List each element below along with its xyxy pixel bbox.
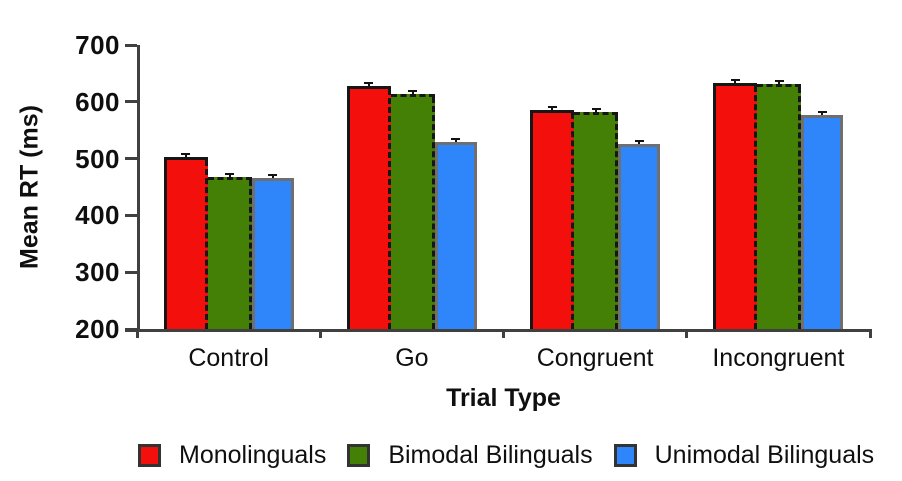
error-bar-stem xyxy=(778,81,781,85)
error-bar-stem xyxy=(228,174,231,178)
bar-outline-dashed xyxy=(571,112,574,329)
error-bar-cap xyxy=(547,105,557,108)
legend-item-unimodal-bilinguals: Unimodal Bilinguals xyxy=(613,441,875,470)
error-bar-cap xyxy=(364,82,374,85)
error-bar-stem xyxy=(271,174,274,178)
y-tick-label: 300 xyxy=(75,257,120,288)
bar-outline-left xyxy=(530,109,533,329)
bar-outline-dashed xyxy=(248,180,252,329)
y-tick-mark xyxy=(125,213,137,217)
error-bar-stem xyxy=(411,91,414,95)
bar-outline-dashed xyxy=(387,89,391,329)
y-tick-label: 700 xyxy=(75,30,120,60)
error-bar-stem xyxy=(454,138,457,142)
error-bar-stem xyxy=(551,106,553,110)
bar-outline-dashed-top xyxy=(757,84,802,88)
bar-outline-left xyxy=(713,83,717,329)
error-bar-cap xyxy=(634,140,644,143)
x-category-label: Go xyxy=(395,344,429,372)
y-tick-label: 200 xyxy=(75,314,120,344)
error-bar-cap xyxy=(408,90,418,93)
x-category-label: Congruent xyxy=(536,344,654,372)
bar-unimodal-bilinguals xyxy=(801,114,844,331)
x-tick-mark xyxy=(868,329,872,338)
legend-swatch-monolinguals xyxy=(138,444,161,467)
x-tick-mark xyxy=(502,329,505,338)
error-bar-cap xyxy=(181,152,190,155)
bar-outline-top xyxy=(346,86,391,90)
x-axis-title: Trial Type xyxy=(446,384,561,412)
error-bar-cap xyxy=(591,108,601,111)
legend-item-monolinguals: Monolinguals xyxy=(138,441,326,470)
y-tick-label: 400 xyxy=(75,200,120,231)
error-bar-cap xyxy=(268,173,277,176)
legend-label-monolinguals: Monolinguals xyxy=(179,441,327,469)
bar-outline-dashed xyxy=(754,86,758,329)
error-bar-stem xyxy=(734,80,737,84)
y-tick-label: 600 xyxy=(75,86,120,117)
bar-monolinguals xyxy=(530,109,574,331)
x-axis-line xyxy=(125,329,870,332)
y-tick-mark xyxy=(125,43,137,47)
bar-outline-dashed xyxy=(615,115,618,329)
bar-outline-top xyxy=(163,156,208,160)
legend-label-bimodal-bilinguals: Bimodal Bilinguals xyxy=(388,441,593,469)
error-bar-cap xyxy=(730,79,740,82)
bar-monolinguals xyxy=(163,156,208,331)
bar-outline-left xyxy=(346,86,350,329)
legend-item-bimodal-bilinguals: Bimodal Bilinguals xyxy=(347,441,593,470)
bar-bimodal-bilinguals xyxy=(390,94,435,331)
error-bar-cap xyxy=(817,110,827,113)
legend-swatch-unimodal-bilinguals xyxy=(613,444,637,467)
bar-monolinguals xyxy=(713,83,758,331)
bar-monolinguals xyxy=(346,86,391,331)
error-bar-stem xyxy=(821,111,824,115)
bar-bimodal-bilinguals xyxy=(757,84,802,331)
bar-unimodal-bilinguals xyxy=(434,141,477,331)
bar-unimodal-bilinguals xyxy=(251,177,294,331)
y-tick-mark xyxy=(125,270,137,274)
bar-outline-left xyxy=(163,156,167,329)
y-tick-mark xyxy=(125,157,137,161)
bar-bimodal-bilinguals xyxy=(574,112,618,331)
y-axis-line xyxy=(137,45,140,332)
error-bar-cap xyxy=(451,137,461,140)
x-category-label: Incongruent xyxy=(712,344,845,372)
x-tick-mark xyxy=(318,329,322,338)
bar-unimodal-bilinguals xyxy=(618,144,660,331)
bar-outline-dashed xyxy=(204,159,208,329)
error-bar-stem xyxy=(595,109,597,113)
bar-outline-top xyxy=(713,83,758,87)
error-bar-stem xyxy=(184,153,187,157)
legend-swatch-bimodal-bilinguals xyxy=(347,444,371,467)
bar-bimodal-bilinguals xyxy=(207,177,252,331)
y-tick-mark xyxy=(125,327,137,331)
x-tick-mark xyxy=(135,329,139,338)
error-bar-stem xyxy=(638,141,640,145)
bar-outline-dashed-top xyxy=(390,94,435,98)
bar-outline-dashed xyxy=(798,87,802,329)
error-bar-stem xyxy=(367,83,370,87)
y-tick-mark xyxy=(125,100,137,104)
bar-outline-top xyxy=(530,109,574,113)
x-category-label: Control xyxy=(188,344,269,372)
y-tick-label: 500 xyxy=(75,143,120,174)
y-axis-title: Mean RT (ms) xyxy=(15,105,44,269)
x-tick-mark xyxy=(685,329,689,338)
bar-outline-dashed-top xyxy=(574,112,618,116)
error-bar-cap xyxy=(774,80,784,83)
legend-label-unimodal-bilinguals: Unimodal Bilinguals xyxy=(654,441,875,469)
chart-legend: Monolinguals Bimodal Bilinguals Unimodal… xyxy=(138,441,895,470)
error-bar-cap xyxy=(225,173,234,176)
bar-outline-dashed xyxy=(431,97,435,329)
bar-outline-dashed-top xyxy=(207,177,252,181)
